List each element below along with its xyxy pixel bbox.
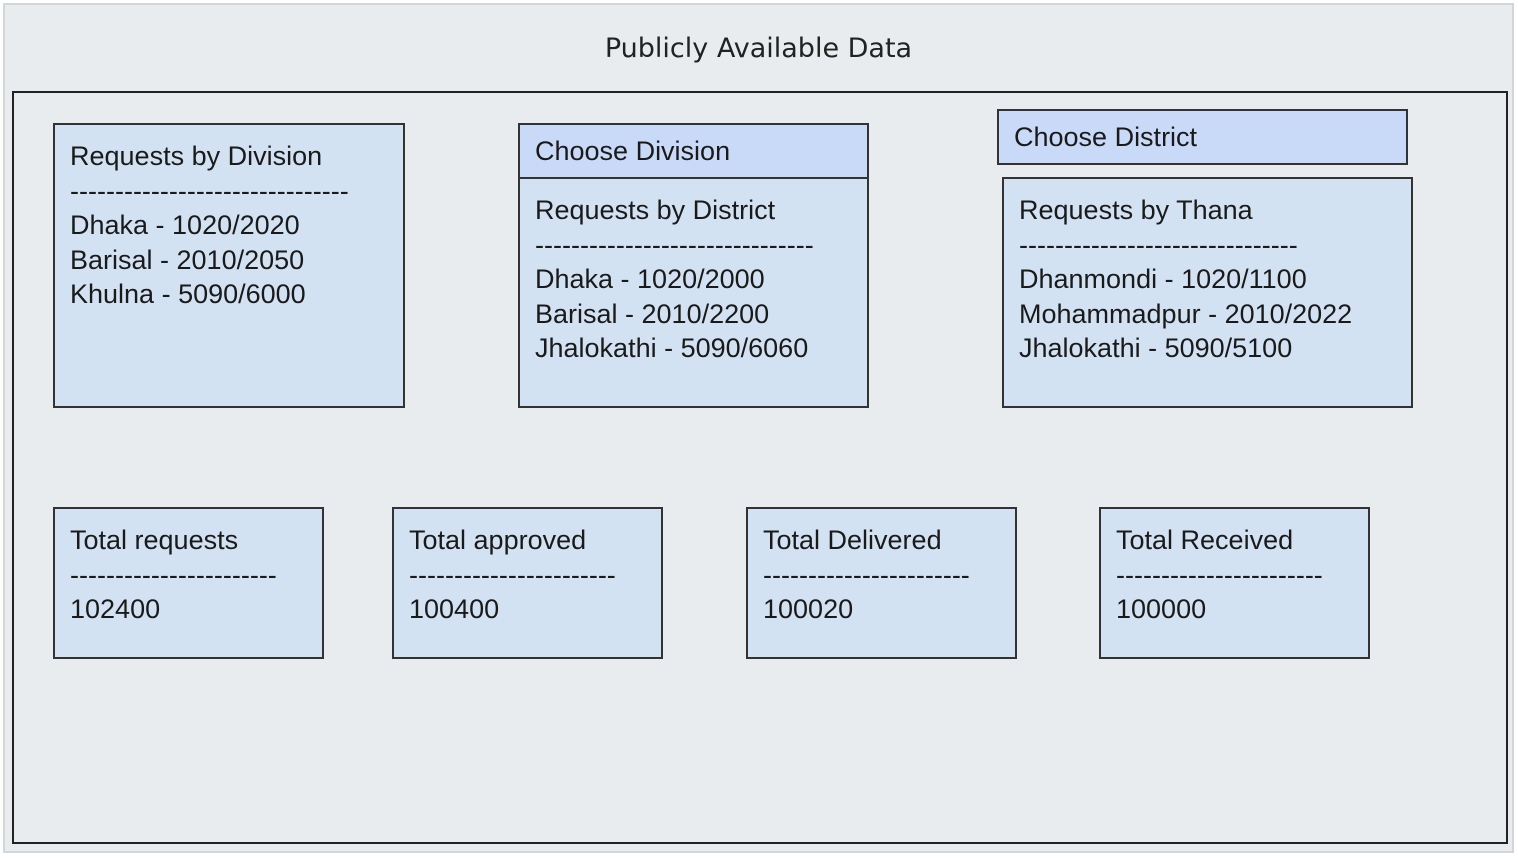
choose-district-select[interactable]: Choose District bbox=[997, 109, 1408, 165]
thana-row: Mohammadpur - 2010/2022 bbox=[1019, 298, 1353, 329]
district-row: Barisal - 2010/2200 bbox=[535, 298, 770, 329]
stat-value: 100000 bbox=[1116, 594, 1207, 624]
stat-label: Total Delivered bbox=[763, 525, 942, 555]
division-requests-box: Requests by Division -------------------… bbox=[53, 123, 405, 408]
box-divider: ------------------------------- bbox=[535, 229, 814, 260]
box-heading: Requests by Division bbox=[70, 141, 323, 171]
total-requests-box: Total requests ----------------------- 1… bbox=[53, 507, 324, 659]
total-approved-box: Total approved ----------------------- 1… bbox=[392, 507, 663, 659]
district-row: Dhaka - 1020/2000 bbox=[535, 264, 765, 294]
box-divider: ------------------------------- bbox=[1019, 229, 1298, 260]
stat-divider: ----------------------- bbox=[763, 559, 970, 590]
district-requests-box: Requests by District -------------------… bbox=[518, 177, 869, 408]
stat-value: 102400 bbox=[70, 594, 161, 624]
box-heading: Requests by Thana bbox=[1019, 195, 1253, 225]
stat-label: Total requests bbox=[70, 525, 239, 555]
thana-requests-box: Requests by Thana ----------------------… bbox=[1002, 177, 1413, 408]
total-delivered-box: Total Delivered ----------------------- … bbox=[746, 507, 1017, 659]
choose-division-select[interactable]: Choose Division bbox=[518, 123, 869, 180]
stat-value: 100400 bbox=[409, 594, 500, 624]
stat-divider: ----------------------- bbox=[409, 559, 616, 590]
division-row: Khulna - 5090/6000 bbox=[70, 279, 306, 309]
choose-district-label: Choose District bbox=[1014, 121, 1198, 152]
stat-divider: ----------------------- bbox=[1116, 559, 1323, 590]
total-received-box: Total Received ----------------------- 1… bbox=[1099, 507, 1370, 659]
division-row: Dhaka - 1020/2020 bbox=[70, 210, 300, 240]
stat-label: Total Received bbox=[1116, 525, 1294, 555]
division-row: Barisal - 2010/2050 bbox=[70, 244, 305, 275]
stat-value: 100020 bbox=[763, 594, 854, 624]
stat-label: Total approved bbox=[409, 525, 587, 555]
choose-division-label: Choose Division bbox=[535, 136, 731, 166]
thana-row: Dhanmondi - 1020/1100 bbox=[1019, 264, 1307, 294]
box-divider: ------------------------------- bbox=[70, 175, 349, 206]
stat-divider: ----------------------- bbox=[70, 559, 277, 590]
district-row: Jhalokathi - 5090/6060 bbox=[535, 333, 809, 363]
page-title: Publicly Available Data bbox=[604, 32, 913, 64]
box-heading: Requests by District bbox=[535, 195, 776, 225]
thana-row: Jhalokathi - 5090/5100 bbox=[1019, 333, 1293, 363]
